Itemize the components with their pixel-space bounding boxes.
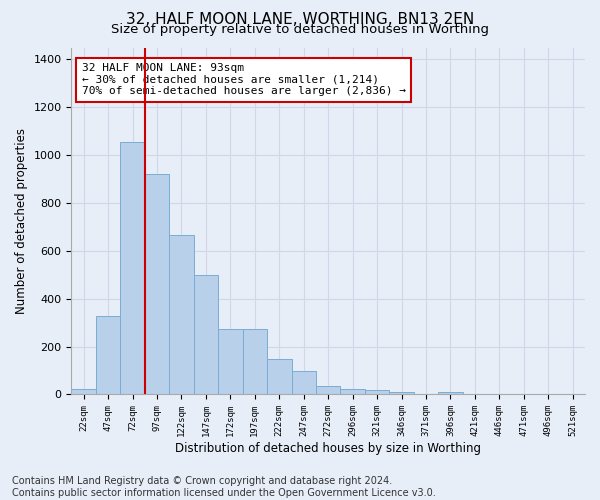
Bar — [169, 236, 194, 394]
Bar — [242, 328, 267, 394]
Bar — [218, 328, 242, 394]
Bar — [316, 386, 340, 394]
Bar — [267, 358, 292, 394]
Bar — [438, 392, 463, 394]
Text: 32 HALF MOON LANE: 93sqm
← 30% of detached houses are smaller (1,214)
70% of sem: 32 HALF MOON LANE: 93sqm ← 30% of detach… — [82, 63, 406, 96]
Bar — [194, 276, 218, 394]
Bar — [121, 142, 145, 395]
Text: 32, HALF MOON LANE, WORTHING, BN13 2EN: 32, HALF MOON LANE, WORTHING, BN13 2EN — [126, 12, 474, 28]
Y-axis label: Number of detached properties: Number of detached properties — [15, 128, 28, 314]
Bar — [365, 390, 389, 394]
Bar — [389, 392, 414, 394]
Bar — [71, 389, 96, 394]
Bar — [292, 370, 316, 394]
Text: Contains HM Land Registry data © Crown copyright and database right 2024.
Contai: Contains HM Land Registry data © Crown c… — [12, 476, 436, 498]
X-axis label: Distribution of detached houses by size in Worthing: Distribution of detached houses by size … — [175, 442, 481, 455]
Bar — [96, 316, 121, 394]
Bar — [340, 389, 365, 394]
Text: Size of property relative to detached houses in Worthing: Size of property relative to detached ho… — [111, 22, 489, 36]
Bar — [145, 174, 169, 394]
